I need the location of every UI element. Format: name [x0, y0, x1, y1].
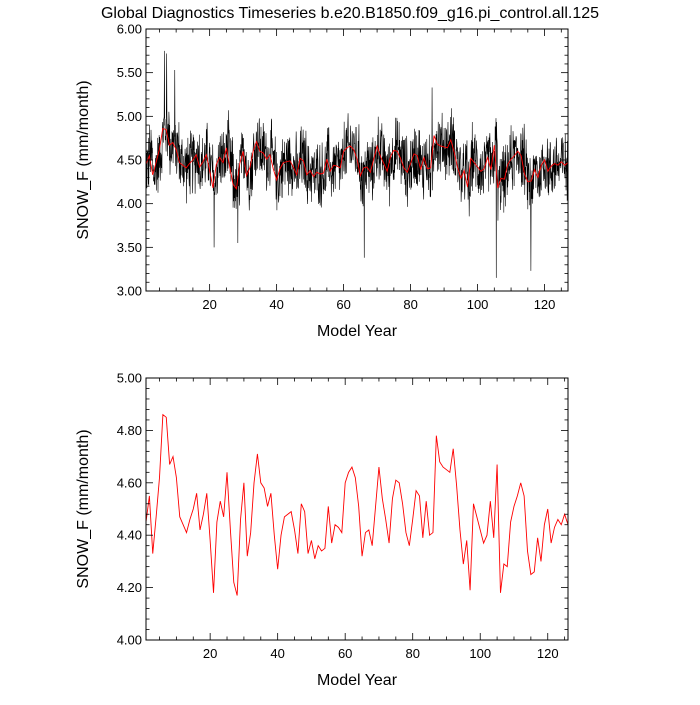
y-tick-label: 4.60 [117, 475, 142, 490]
x-tick-label: 100 [469, 646, 491, 661]
plot-frame [145, 377, 569, 641]
y-tick-label: 4.00 [117, 196, 142, 211]
x-tick-label: 20 [202, 297, 216, 312]
x-axis-label: Model Year [317, 672, 398, 689]
top-panel: 3.00 3.50 4.00 4.50 5.00 5.50 6.00 20 40 60 80 100 1… [75, 22, 569, 340]
series-line-monthly [146, 50, 568, 278]
y-tick-label: 4.20 [117, 580, 142, 595]
bottom-panel: 4.00 4.20 4.40 4.60 4.80 5.00 20 40 60 80 100 120 Mo… [75, 371, 569, 689]
series-line-annual [146, 127, 568, 190]
y-tick-label: 3.00 [117, 284, 142, 299]
y-tick-label: 6.00 [117, 22, 142, 37]
plot-area [146, 413, 568, 596]
chart-title: Global Diagnostics Timeseries b.e20.B185… [101, 5, 599, 22]
x-tick-label: 20 [203, 646, 217, 661]
x-tick-label: 120 [537, 646, 559, 661]
y-tick-label: 4.00 [117, 633, 142, 648]
x-tick-label: 120 [534, 297, 556, 312]
plot-area [146, 50, 568, 278]
y-tick-label: 5.50 [117, 65, 142, 80]
y-tick-label: 4.80 [117, 423, 142, 438]
y-tick-label: 5.00 [117, 109, 142, 124]
y-tick-label: 4.40 [117, 528, 142, 543]
x-tick-label: 60 [336, 297, 350, 312]
x-axis-label: Model Year [317, 323, 398, 340]
x-tick-label: 100 [467, 297, 489, 312]
x-tick-label: 40 [270, 646, 284, 661]
x-tick-label: 80 [403, 297, 417, 312]
y-axis-label: SNOW_F (mm/month) [75, 429, 92, 588]
y-tick-label: 5.00 [117, 371, 142, 386]
x-tick-label: 80 [405, 646, 419, 661]
y-axis-label: SNOW_F (mm/month) [75, 80, 92, 239]
series-line-annual [146, 413, 568, 596]
x-tick-label: 40 [269, 297, 283, 312]
x-tick-label: 60 [338, 646, 352, 661]
y-tick-label: 3.50 [117, 240, 142, 255]
y-tick-label: 4.50 [117, 153, 142, 168]
